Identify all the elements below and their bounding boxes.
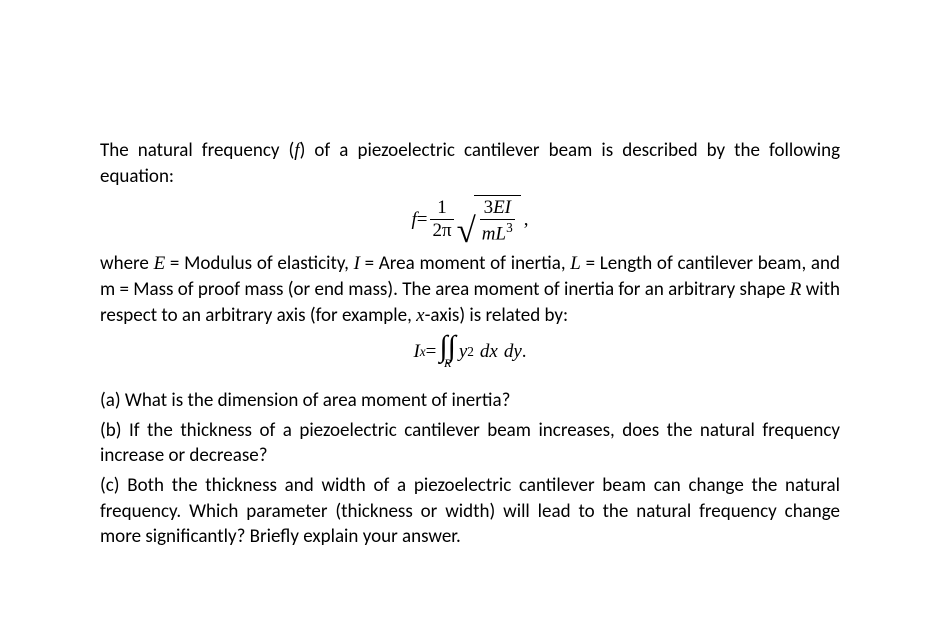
equation-row: f = 1 2π √ 3EI mL3 <box>411 195 528 245</box>
symbol-I: I <box>505 197 511 218</box>
radicand-den: mL3 <box>480 219 515 245</box>
symbol-x-inline: x <box>416 305 424 326</box>
symbol-equals-2: = <box>426 342 437 363</box>
square-root: √ 3EI mL3 <box>457 195 521 245</box>
integral-region: R <box>444 357 451 370</box>
const-3: 3 <box>484 197 494 218</box>
where-text-eq2: = Area moment of inertia, <box>360 252 570 275</box>
integrand-y-exp: 2 <box>467 345 474 360</box>
symbol-L: L <box>496 224 507 245</box>
where-text-eq1: = Modulus of elasticity, <box>165 252 353 275</box>
differential-dx: dx <box>480 342 498 363</box>
equation2-period: . <box>522 342 527 363</box>
symbol-m: m <box>482 224 496 245</box>
symbol-R-inline: R <box>790 279 802 300</box>
double-integral: ∫∫ R <box>439 334 455 370</box>
document-page: The natural frequency (f) of a piezoelec… <box>0 0 940 550</box>
equation2-row: Ix = ∫∫ R y2 dx dy . <box>413 334 526 370</box>
symbol-L-inline: L <box>570 253 581 274</box>
fraction-num: 1 <box>435 198 449 219</box>
question-b: (b) If the thickness of a piezoelectric … <box>100 418 840 469</box>
symbol-equals: = <box>417 210 428 231</box>
fraction-3EI-over-mL3: 3EI mL3 <box>480 198 515 245</box>
symbol-E-inline: E <box>154 253 166 274</box>
where-paragraph: where E = Modulus of elasticity, I = Are… <box>100 251 840 328</box>
equation-natural-frequency: f = 1 2π √ 3EI mL3 <box>100 195 840 245</box>
equation-moment-of-inertia: Ix = ∫∫ R y2 dx dy . <box>100 334 840 370</box>
where-text-5: -axis) is related by: <box>425 304 568 327</box>
intro-text-a: The natural frequency ( <box>100 139 294 162</box>
where-text-1: where <box>100 252 154 275</box>
radicand-num: 3EI <box>482 198 513 219</box>
integrand-y: y <box>459 342 467 363</box>
equation-trailing-comma: , <box>524 210 529 231</box>
symbol-E: E <box>493 197 505 218</box>
radicand: 3EI mL3 <box>474 195 521 245</box>
fraction-1-over-2pi: 1 2π <box>430 198 453 242</box>
differential-dy: dy <box>504 342 522 363</box>
intro-paragraph: The natural frequency (f) of a piezoelec… <box>100 138 840 189</box>
fraction-den: 2π <box>430 219 453 242</box>
exponent-3: 3 <box>506 220 513 235</box>
question-a: (a) What is the dimension of area moment… <box>100 388 840 414</box>
question-c: (c) Both the thickness and width of a pi… <box>100 473 840 550</box>
